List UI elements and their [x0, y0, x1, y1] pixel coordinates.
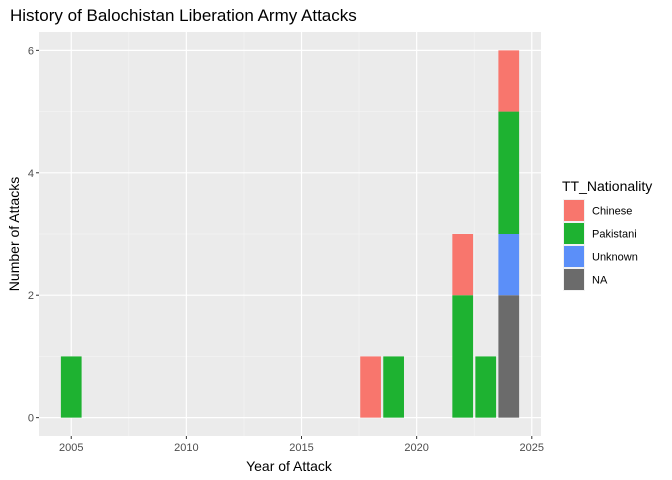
- legend-label-chinese: Chinese: [592, 206, 632, 218]
- x-tick-label: 2005: [59, 442, 83, 454]
- x-tick-label: 2010: [174, 442, 198, 454]
- legend-key-pakistani: [564, 223, 584, 244]
- bar-2024-na: [498, 295, 520, 418]
- bar-2024-chinese: [498, 50, 520, 112]
- y-tick-label: 4: [28, 168, 34, 180]
- legend-key-na: [564, 269, 584, 290]
- legend-label-na: NA: [592, 275, 608, 287]
- y-tick-label: 0: [28, 413, 34, 425]
- y-tick-label: 6: [28, 45, 34, 57]
- x-tick-label: 2015: [289, 442, 313, 454]
- bar-2024-pakistani: [498, 111, 520, 234]
- bar-2022-pakistani: [452, 295, 474, 418]
- x-axis-label: Year of Attack: [246, 458, 333, 474]
- bar-2018-chinese: [360, 356, 381, 418]
- legend-label-unknown: Unknown: [592, 252, 638, 264]
- y-axis: 0 2 4 6: [28, 45, 39, 425]
- y-tick-label: 2: [28, 290, 34, 302]
- bar-2019-pakistani: [383, 356, 404, 418]
- legend: TT_Nationality Chinese Pakistani Unknown NA: [562, 178, 652, 291]
- legend-key-unknown: [564, 246, 584, 267]
- x-tick-label: 2025: [520, 442, 544, 454]
- bar-2024-unknown: [498, 234, 520, 296]
- legend-label-pakistani: Pakistani: [592, 229, 637, 241]
- legend-key-chinese: [564, 200, 584, 221]
- grid-major: [39, 32, 541, 436]
- bar-2022-chinese: [452, 234, 474, 296]
- x-axis: 2005 2010 2015 2020 2025: [59, 436, 544, 454]
- y-axis-label: Number of Attacks: [6, 177, 22, 291]
- bar-2023-pakistani: [475, 356, 497, 418]
- chart-title: History of Balochistan Liberation Army A…: [10, 6, 357, 25]
- x-tick-label: 2020: [404, 442, 428, 454]
- legend-title: TT_Nationality: [562, 178, 652, 194]
- bar-2005-pakistani: [60, 356, 82, 418]
- bars: [60, 50, 520, 418]
